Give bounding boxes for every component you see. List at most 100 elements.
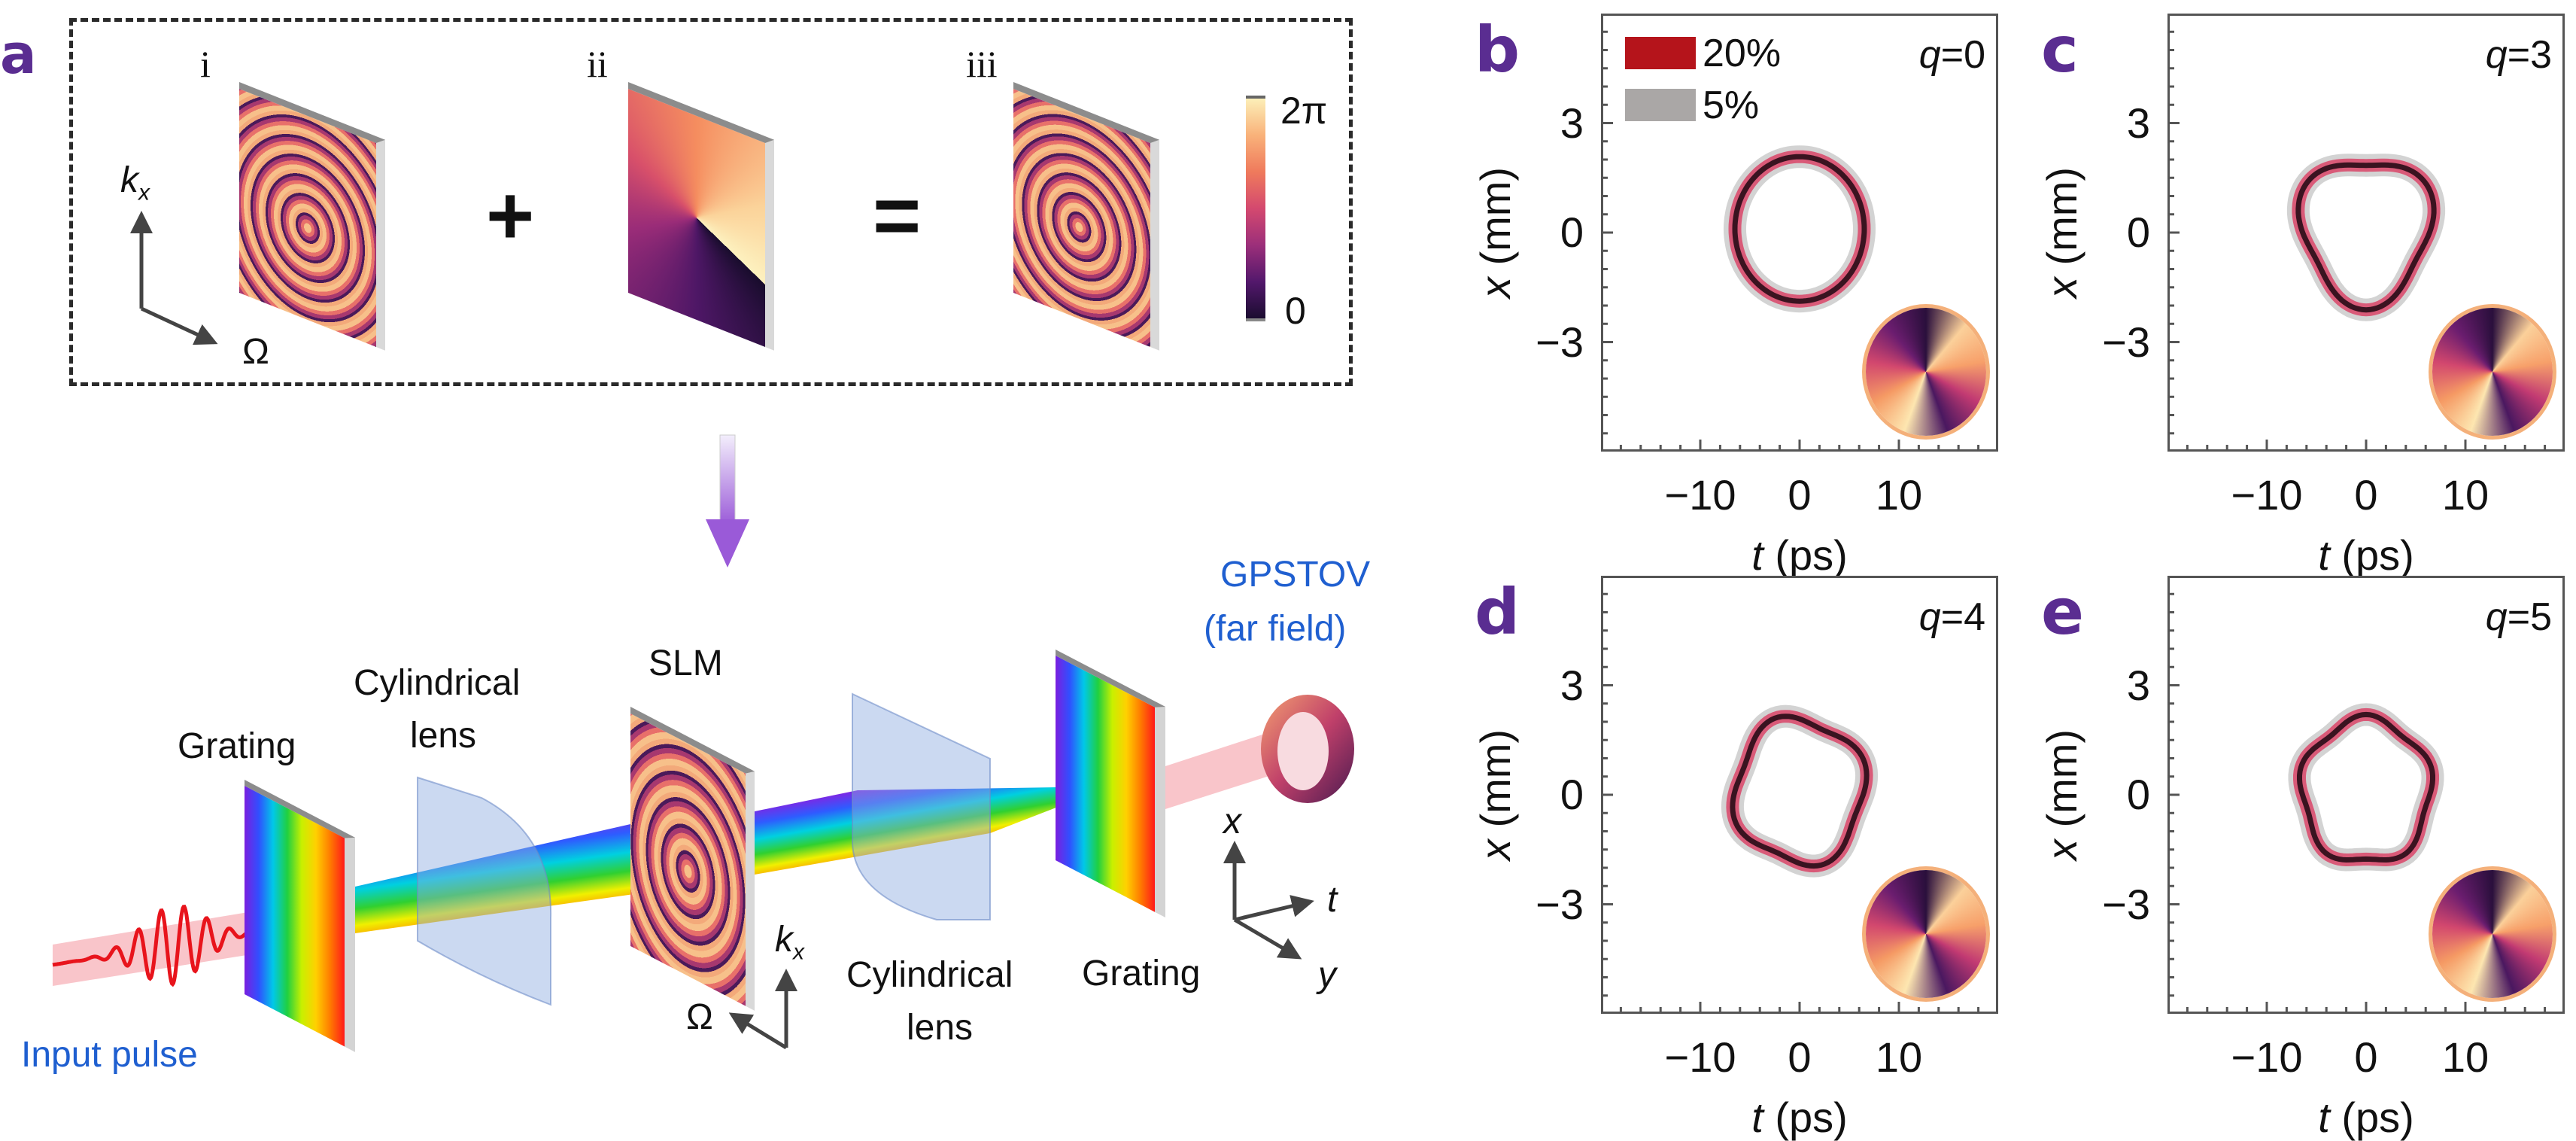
y-tick-label: 0: [1560, 208, 1584, 256]
y-tick-label: −3: [2102, 318, 2150, 366]
label-cylindrical-lens-2-line2: lens: [907, 1008, 974, 1048]
x-tick-label: 0: [2354, 471, 2378, 519]
x-tick-label: 10: [2441, 471, 2489, 519]
cylindrical-lens-1: [417, 776, 552, 1006]
legend-label: 20%: [1703, 32, 1782, 75]
x-tick-label: −10: [1664, 1033, 1736, 1081]
plus-sign: +: [486, 169, 535, 262]
plot-svg: [1601, 592, 1980, 1014]
y-tick-label: −3: [1536, 318, 1584, 366]
q-value: =3: [2507, 33, 2552, 77]
intensity-peak-contour: [1730, 714, 1870, 869]
phase-inset: [2432, 869, 2553, 998]
y-axis-label: x (mm): [1472, 729, 1519, 861]
plot-area: q=4: [1601, 576, 1998, 1014]
y-tick-label: 3: [2126, 99, 2150, 147]
kx-omega-axes-setup: [728, 969, 797, 1050]
contour-20-percent: [2293, 707, 2439, 867]
x-tick-label: 10: [1875, 471, 1923, 519]
x-tick-label: 0: [2354, 1033, 2378, 1081]
down-arrow: [706, 434, 749, 567]
panel-label-e: e: [2041, 575, 2084, 649]
axis-label-omega: Ω: [242, 332, 269, 372]
y-axis-label: x (mm): [1472, 166, 1519, 299]
axis-label-x: x: [1223, 802, 1241, 841]
panel-label-b: b: [1475, 13, 1520, 87]
y-tick-label: 3: [1560, 99, 1584, 147]
q-label: q=5: [2486, 598, 2552, 637]
plate-label-ii: ii: [587, 43, 608, 85]
x-axis-label: t (ps): [2318, 1094, 2414, 1141]
q-symbol: q: [1918, 595, 1941, 639]
q-symbol: q: [2485, 33, 2508, 77]
axis-label-omega-setup: Ω: [686, 997, 713, 1037]
legend-swatch: [1625, 37, 1696, 69]
plate-label-iii: iii: [966, 43, 998, 85]
plot-panel-d: d q=4 3 0 −3 −10 0 10 t (ps) x (mm): [1471, 570, 2043, 1139]
q-value: =0: [1940, 33, 1985, 77]
axis-label-t: t: [1327, 880, 1338, 920]
q-label: q=4: [1919, 598, 1985, 637]
cylindrical-lens-2: [852, 692, 991, 920]
phase-inset: [2432, 307, 2553, 436]
plot-panel-c: c q=3 3 0 −3 −10 0 10 t (ps) x (mm): [2037, 8, 2576, 577]
x-tick-label: −10: [1664, 471, 1736, 519]
plot-panel-e: e q=5 3 0 −3 −10 0 10 t (ps) x (mm): [2037, 570, 2576, 1139]
q-value: =5: [2507, 595, 2552, 639]
intensity-peak-contour: [2297, 711, 2435, 863]
x-tick-label: −10: [2231, 1033, 2303, 1081]
label-gpstov: GPSTOV: [1220, 555, 1371, 595]
plot-area: q=3: [2167, 14, 2565, 452]
x-axis-label: t (ps): [2318, 531, 2414, 579]
y-axis-label: x (mm): [2038, 166, 2085, 299]
plot-svg: [1601, 30, 1980, 452]
dispersed-beam-2: [755, 787, 1110, 875]
x-tick-label: 10: [2441, 1033, 2489, 1081]
y-tick-label: 3: [1560, 661, 1584, 709]
label-grating-2: Grating: [1082, 954, 1201, 993]
label-grating-1: Grating: [178, 726, 296, 766]
gpstov-output-blob: [1261, 695, 1354, 803]
y-tick-label: 0: [2126, 771, 2150, 818]
label-cylindrical-lens-1-line1: Cylindrical: [354, 663, 521, 703]
y-tick-label: −3: [1536, 880, 1584, 928]
phase-colorbar: [1246, 96, 1265, 321]
kx-omega-axes-top: [130, 211, 218, 345]
y-tick-label: −3: [2102, 880, 2150, 928]
panel-label-d: d: [1475, 575, 1520, 649]
input-pulse-wave: [52, 905, 272, 987]
y-tick-label: 3: [2126, 661, 2150, 709]
axis-label-kx: kx: [120, 160, 150, 205]
y-tick-label: 0: [1560, 771, 1584, 818]
plot-panel-b: b 20% 5% q=0 3 0 −3 −10 0 10 t (ps) x (mm): [1471, 8, 2043, 577]
panel-label-a: a: [0, 23, 37, 86]
axis-label-y: y: [1318, 955, 1336, 995]
x-axis-label: t (ps): [1751, 1094, 1848, 1141]
legend-swatch: [1625, 89, 1696, 121]
colorbar-max-label: 2π: [1280, 90, 1328, 132]
x-tick-label: 10: [1875, 1033, 1923, 1081]
phase-composition-box: [69, 18, 1353, 386]
q-value: =4: [1940, 595, 1985, 639]
output-beam: [1165, 732, 1271, 809]
q-label: q=3: [2486, 35, 2552, 75]
phase-inset: [1866, 307, 1986, 436]
legend-label: 5%: [1703, 84, 1760, 127]
q-symbol: q: [1918, 33, 1941, 77]
x-tick-label: −10: [2231, 471, 2303, 519]
axis-label-kx-setup: kx: [775, 920, 804, 965]
xyt-axes: [1223, 841, 1314, 960]
intensity-peak-contour: [1732, 154, 1867, 304]
q-symbol: q: [2485, 595, 2508, 639]
q-label: q=0: [1919, 35, 1985, 75]
x-tick-label: 0: [1788, 471, 1812, 519]
equals-sign: =: [873, 169, 922, 262]
x-tick-label: 0: [1788, 1033, 1812, 1081]
plot-svg: [2167, 30, 2547, 452]
plot-svg: [2167, 592, 2547, 1014]
label-far-field: (far field): [1204, 609, 1347, 649]
phase-inset: [1866, 869, 1986, 998]
y-axis-label: x (mm): [2038, 729, 2085, 861]
plot-area: 20% 5% q=0: [1601, 14, 1998, 452]
y-tick-label: 0: [2126, 208, 2150, 256]
